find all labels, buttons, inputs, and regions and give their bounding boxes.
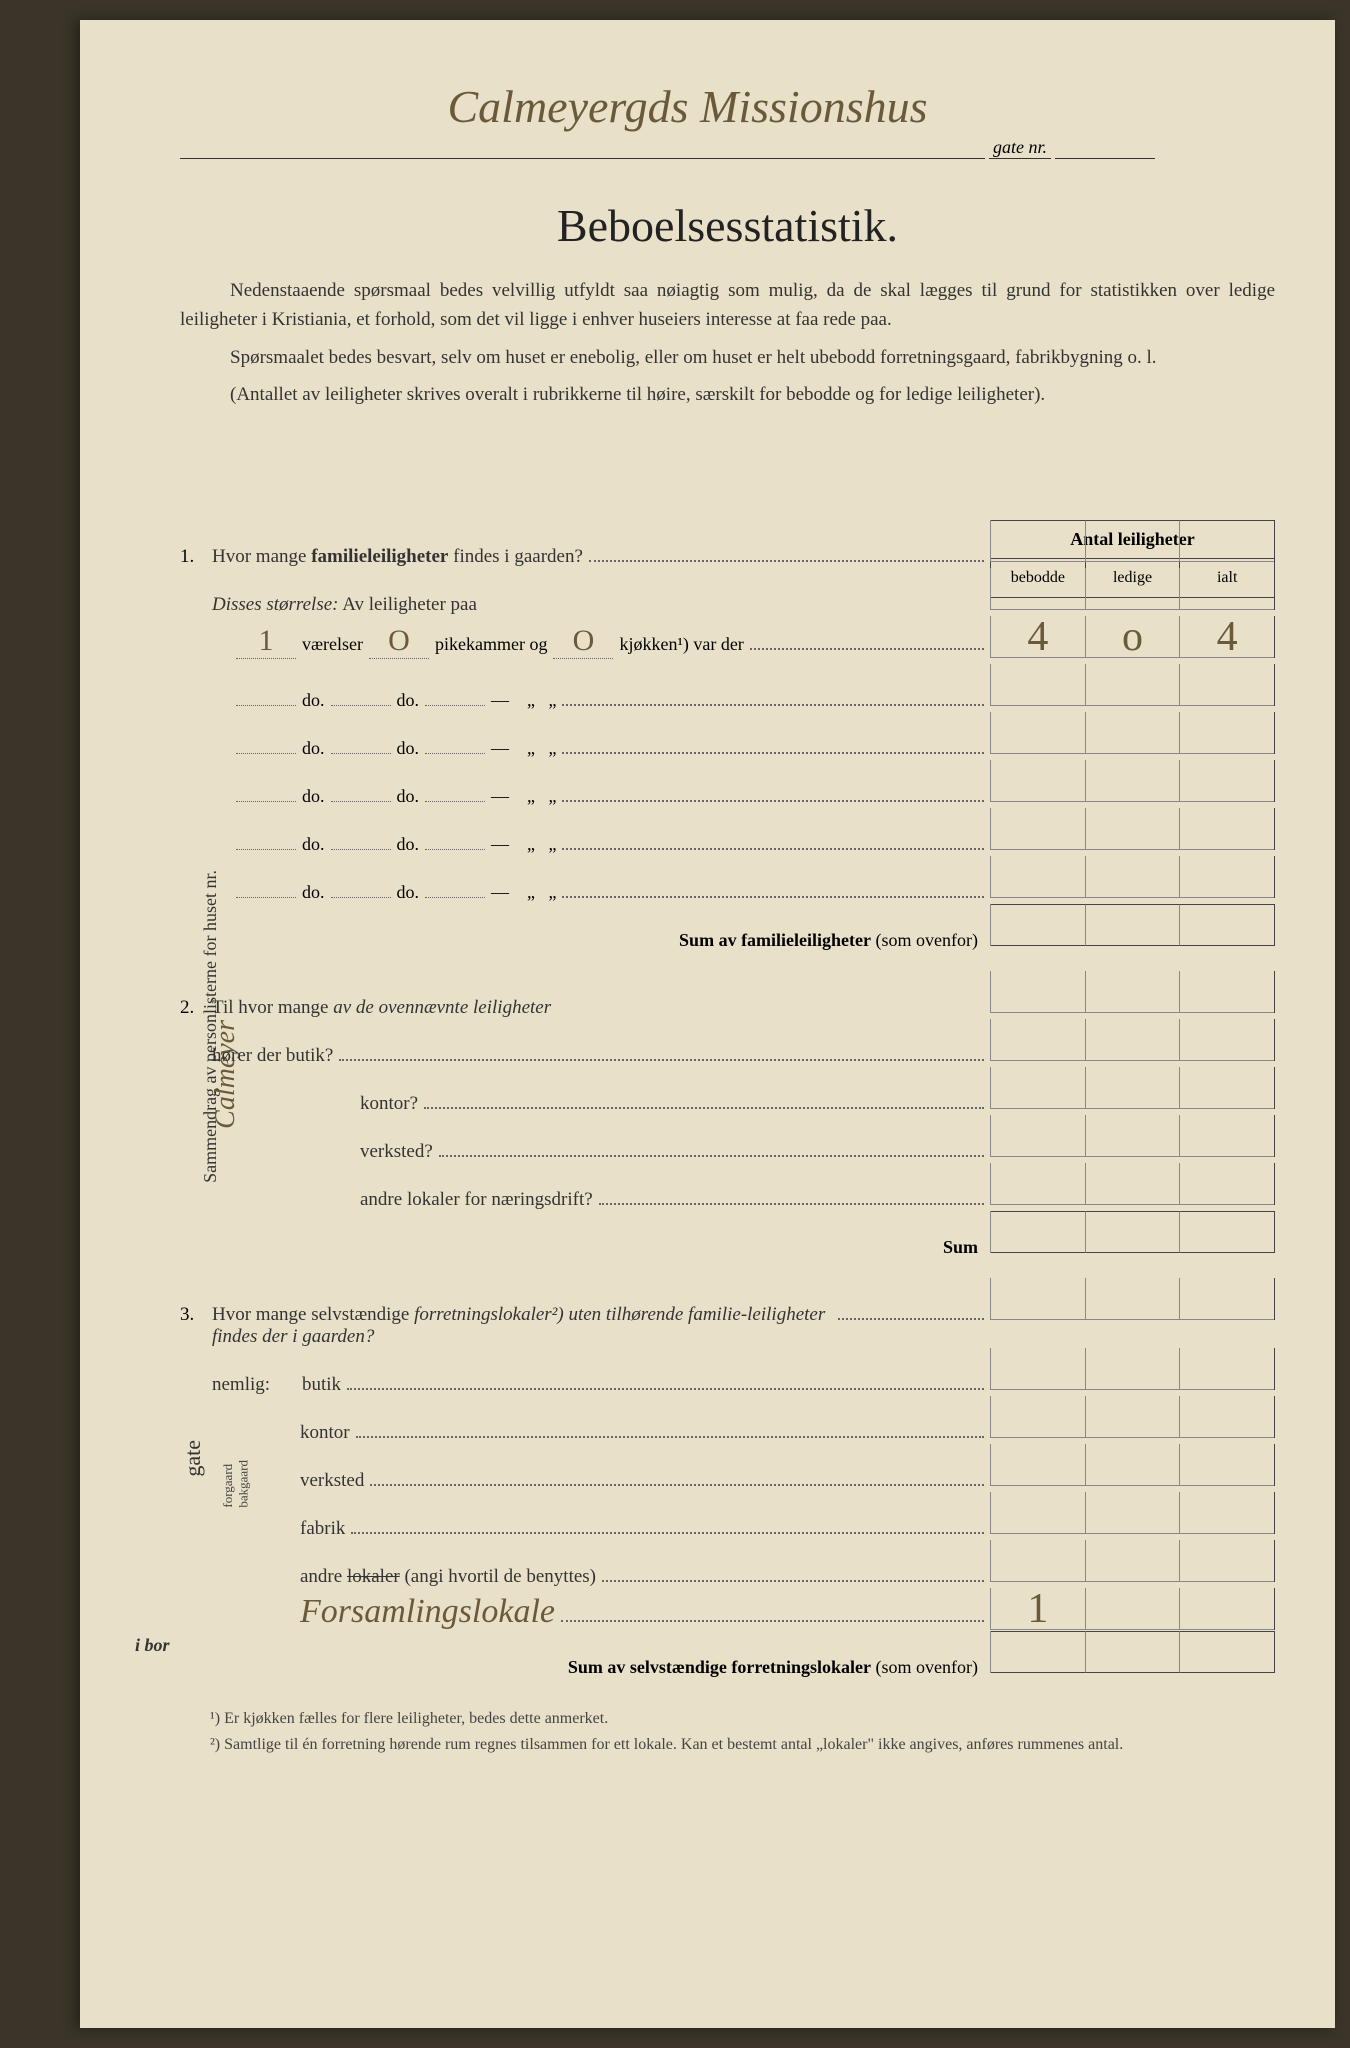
table-area: Antal leiligheter bebodde ledige ialt 1.… xyxy=(180,520,1275,1678)
document-page: Sammendrag av personlisterne for huset n… xyxy=(80,20,1335,2028)
handwritten-title: Calmeyergds Missionshus xyxy=(180,80,1275,133)
q1-row1-vaerelser-val: 1 xyxy=(236,624,296,659)
do-3a: do. xyxy=(302,786,325,807)
q1-row1-c2: o xyxy=(1086,616,1181,658)
gate-nr-row: gate nr. xyxy=(180,137,1275,159)
q3-sum: Sum av selvstændige forretningslokaler (… xyxy=(568,1657,990,1678)
q1-cell-1 xyxy=(991,520,1086,562)
q1-sum: Sum av familieleiligheter (som ovenfor) xyxy=(679,930,990,951)
footnote-2: ²) Samtlige til én forretning hørende ru… xyxy=(210,1734,1275,1756)
q2-line-b: kontor? xyxy=(360,1093,418,1115)
q2-sum: Sum xyxy=(943,1237,990,1258)
q3-handwritten-e: Forsamlingslokale xyxy=(300,1593,555,1631)
q2-line-d: andre lokaler for næringsdrift? xyxy=(360,1189,593,1211)
q3-line-e: andre lokaler (angi hvortil de benyttes) xyxy=(300,1566,596,1588)
nemlig-label: nemlig: xyxy=(212,1374,302,1396)
q1-cell-2 xyxy=(1086,520,1181,562)
q3-text: Hvor mange selvstændige forretningslokal… xyxy=(212,1304,832,1348)
margin-dbor: i bor xyxy=(135,1635,170,1656)
q3-line-c: verksted xyxy=(300,1470,364,1492)
main-content: Calmeyergds Missionshus gate nr. Beboels… xyxy=(180,80,1275,1757)
q1-text: Hvor mange familieleiligheter findes i g… xyxy=(212,546,583,568)
pike-label: pikekammer og xyxy=(435,634,547,655)
q1-size-cell-2 xyxy=(1086,568,1181,610)
q3-line-b: kontor xyxy=(300,1422,350,1444)
q1-size-label: Disses størrelse: Av leiligheter paa xyxy=(212,594,477,616)
q1-number: 1. xyxy=(180,546,212,568)
do-5a: do. xyxy=(302,882,325,903)
do-3b: do. xyxy=(397,786,420,807)
question-3: 3. Hvor mange selvstændige forretningslo… xyxy=(180,1278,1275,1348)
q1-row1-c3: 4 xyxy=(1180,616,1274,658)
q3-number: 3. xyxy=(180,1304,212,1326)
do-4a: do. xyxy=(302,834,325,855)
do-2a: do. xyxy=(302,738,325,759)
do-5b: do. xyxy=(397,882,420,903)
q2-text: Til hvor mange av de ovennævnte leilighe… xyxy=(212,997,551,1019)
q1-size-cell-3 xyxy=(1180,568,1274,610)
q3-line-a: butik xyxy=(302,1374,341,1396)
do-1b: do. xyxy=(397,690,420,711)
question-1: 1. Hvor mange familieleiligheter findes … xyxy=(180,520,1275,951)
do-2b: do. xyxy=(397,738,420,759)
q3-e-cell: 1 xyxy=(991,1588,1086,1630)
kjok-label: kjøkken¹) var der xyxy=(619,634,743,655)
question-2: 2. Til hvor mange av de ovennævnte leili… xyxy=(180,971,1275,1019)
q1-row1-pike-val: O xyxy=(369,624,429,659)
q2-number: 2. xyxy=(180,997,212,1019)
do-4b: do. xyxy=(397,834,420,855)
q1-cell-3 xyxy=(1180,520,1274,562)
q3-line-d: fabrik xyxy=(300,1518,345,1540)
q1-size-cell-1 xyxy=(991,568,1086,610)
q1-row1-kjok-val: O xyxy=(553,624,613,659)
vaerelser-label: værelser xyxy=(302,634,363,655)
intro-p1: Nedenstaaende spørsmaal bedes velvillig … xyxy=(180,276,1275,335)
intro-p2: Spørsmaalet bedes besvart, selv om huset… xyxy=(180,343,1275,372)
q2-line-a: hører der butik? xyxy=(212,1045,333,1067)
do-1a: do. xyxy=(302,690,325,711)
q2-line-c: verksted? xyxy=(360,1141,433,1163)
intro-p3: (Antallet av leiligheter skrives overalt… xyxy=(180,380,1275,409)
q1-row1-c1: 4 xyxy=(991,616,1086,658)
footnote-1: ¹) Er kjøkken fælles for flere leilighet… xyxy=(210,1708,1275,1730)
gate-nr-label: gate nr. xyxy=(989,137,1051,159)
footnotes: ¹) Er kjøkken fælles for flere leilighet… xyxy=(180,1708,1275,1757)
page-title: Beboelsesstatistik. xyxy=(180,199,1275,252)
